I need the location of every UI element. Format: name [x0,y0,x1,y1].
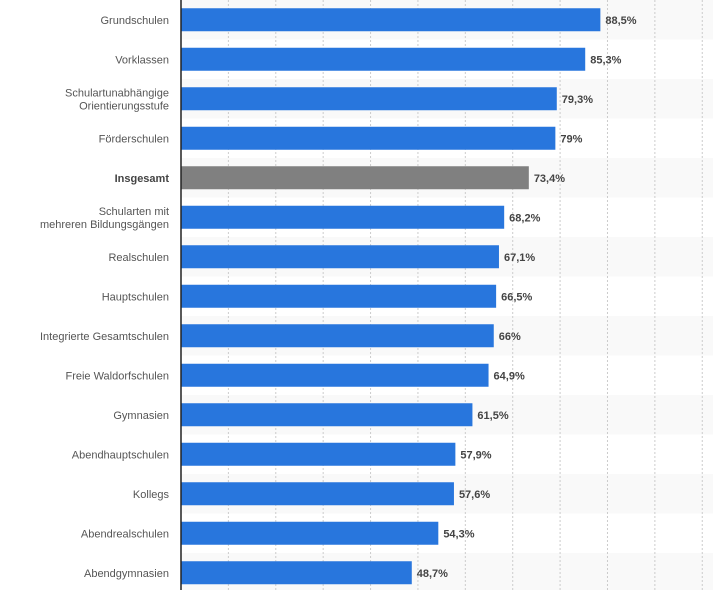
bar [181,442,456,466]
category-label: Realschulen [108,252,169,264]
category-label: Grundschulen [101,15,170,27]
bar [181,403,473,427]
bar [181,284,497,308]
category-label: Schularten mit [99,206,169,218]
bar [181,166,529,190]
category-label: Abendrealschulen [81,528,169,540]
data-label: 73,4% [534,173,565,185]
category-label: Schulartunabhängige [65,87,169,99]
category-label: Abendhauptschulen [72,449,169,461]
category-label: mehreren Bildungsgängen [40,219,169,231]
bar [181,47,586,71]
bar [181,521,439,545]
bar [181,482,454,506]
category-label: Förderschulen [99,133,169,145]
category-label: Kollegs [133,489,170,501]
data-label: 54,3% [443,528,474,540]
data-label: 66% [499,331,521,343]
data-label: 88,5% [605,15,636,27]
bar [181,8,601,32]
category-label: Gymnasien [113,410,169,422]
data-label: 57,9% [460,449,491,461]
bar [181,363,489,387]
data-label: 79,3% [562,94,593,106]
bar [181,561,412,585]
category-label: Abendgymnasien [84,568,169,580]
category-label: Vorklassen [115,54,169,66]
category-label: Orientierungsstufe [79,100,169,112]
data-label: 61,5% [477,410,508,422]
bar [181,245,499,269]
category-label: Hauptschulen [102,291,169,303]
data-label: 68,2% [509,212,540,224]
data-label: 64,9% [494,370,525,382]
data-label: 66,5% [501,291,532,303]
category-label: Insgesamt [115,173,170,185]
bar [181,324,494,348]
data-label: 85,3% [590,54,621,66]
bar [181,205,505,229]
bar [181,126,556,150]
bar [181,87,557,111]
data-label: 67,1% [504,252,535,264]
data-label: 57,6% [459,489,490,501]
category-label: Integrierte Gesamtschulen [40,331,169,343]
data-label: 79% [560,133,582,145]
data-label: 48,7% [417,568,448,580]
category-label: Freie Waldorfschulen [65,370,169,382]
